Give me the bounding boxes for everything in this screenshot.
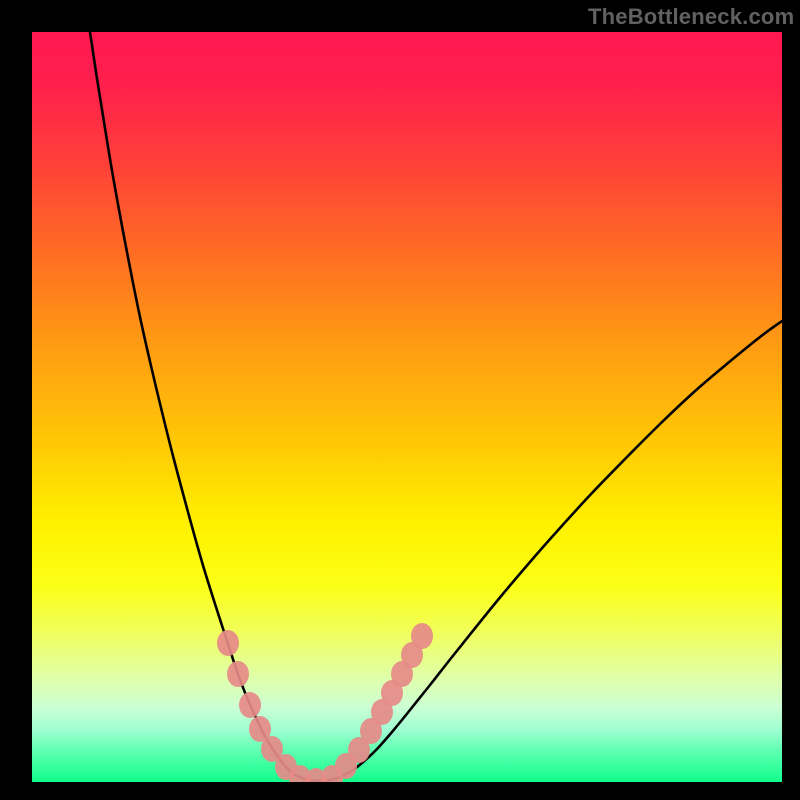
frame: TheBottleneck.com [0,0,800,800]
bead [227,661,249,687]
bead [217,630,239,656]
bottleneck-curve-chart [32,32,782,782]
bead [411,623,433,649]
watermark-text: TheBottleneck.com [588,4,794,30]
plot-area [32,32,782,782]
bead [239,692,261,718]
